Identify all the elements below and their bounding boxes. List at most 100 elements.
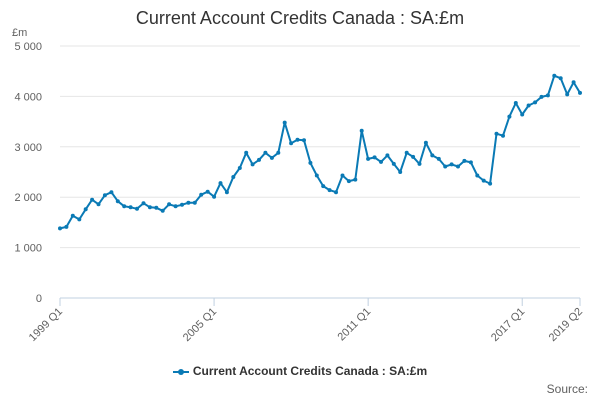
- data-point: [302, 138, 306, 143]
- data-point: [578, 90, 582, 95]
- data-point: [314, 173, 319, 178]
- data-point: [404, 150, 409, 155]
- data-point: [520, 112, 525, 117]
- data-point: [327, 188, 332, 193]
- data-point: [513, 101, 518, 105]
- data-point: [353, 177, 358, 182]
- data-point: [385, 153, 390, 158]
- y-axis-unit-label: £m: [12, 27, 28, 39]
- data-point: [552, 73, 557, 78]
- data-point: [186, 200, 191, 205]
- data-point: [295, 137, 300, 142]
- data-point: [372, 155, 377, 160]
- data-point: [411, 154, 416, 159]
- data-point: [481, 178, 486, 183]
- data-point: [359, 128, 364, 133]
- data-point: [135, 206, 139, 211]
- data-point: [443, 164, 448, 169]
- data-point: [154, 205, 159, 210]
- data-point: [423, 140, 428, 145]
- data-point: [334, 190, 338, 195]
- data-point: [173, 204, 178, 209]
- data-point: [70, 213, 75, 218]
- data-point: [379, 159, 383, 164]
- data-point: [244, 150, 249, 155]
- data-point: [501, 133, 505, 138]
- data-point: [231, 175, 236, 179]
- data-point: [366, 156, 371, 161]
- data-point: [257, 157, 261, 162]
- data-point: [96, 202, 101, 207]
- y-tick-label: 5 000: [14, 41, 42, 53]
- data-point: [64, 224, 69, 229]
- data-point: [417, 161, 422, 166]
- x-tick-label: 2017 Q1: [489, 306, 527, 344]
- data-point: [565, 92, 570, 97]
- data-point: [488, 181, 493, 186]
- data-point: [90, 197, 95, 202]
- data-point: [391, 161, 396, 166]
- source-label: Source:: [546, 382, 588, 396]
- series-line: [59, 74, 581, 230]
- data-point: [558, 76, 563, 81]
- data-point: [212, 194, 217, 199]
- data-point: [141, 201, 146, 206]
- data-point: [77, 217, 82, 222]
- data-point: [218, 181, 223, 186]
- data-point: [199, 192, 204, 197]
- data-point: [205, 189, 210, 194]
- data-point: [436, 156, 441, 161]
- data-point: [475, 173, 480, 178]
- legend[interactable]: Current Account Credits Canada : SA:£m: [0, 364, 600, 378]
- data-point: [571, 80, 576, 85]
- data-point: [430, 153, 435, 158]
- legend-series-marker: [172, 367, 189, 377]
- data-point: [167, 202, 172, 207]
- x-tick-label: 1999 Q1: [27, 306, 65, 344]
- data-point: [449, 162, 454, 167]
- y-tick-label: 1 000: [14, 243, 42, 255]
- data-point: [180, 202, 184, 207]
- data-point: [526, 103, 531, 108]
- y-tick-label: 4 000: [14, 91, 42, 103]
- data-point: [58, 226, 62, 231]
- x-tick-label: 2019 Q2: [547, 306, 585, 344]
- data-point: [282, 120, 287, 125]
- data-point: [269, 155, 274, 160]
- x-tick-label: 2011 Q1: [336, 306, 374, 344]
- data-point: [115, 199, 120, 204]
- data-point: [539, 94, 544, 99]
- data-point: [346, 179, 351, 184]
- data-point: [468, 160, 473, 165]
- data-point: [263, 150, 268, 155]
- data-point: [308, 160, 313, 165]
- chart-title: Current Account Credits Canada : SA:£m: [135, 8, 465, 28]
- legend-series-label: Current Account Credits Canada : SA:£m: [192, 364, 428, 378]
- data-point: [109, 190, 114, 195]
- y-tick-label: 0: [36, 293, 42, 305]
- y-tick-label: 3 000: [14, 142, 42, 154]
- data-point: [192, 200, 197, 205]
- data-point: [237, 166, 242, 170]
- data-point: [102, 193, 107, 198]
- data-point: [507, 114, 512, 119]
- data-point: [289, 141, 294, 146]
- data-point: [83, 207, 88, 212]
- data-point: [147, 205, 152, 210]
- data-point: [494, 131, 499, 136]
- data-point: [533, 100, 538, 105]
- data-point: [462, 158, 467, 163]
- data-point: [250, 162, 255, 167]
- data-point: [321, 184, 326, 189]
- data-point: [545, 93, 550, 98]
- data-point: [340, 173, 345, 178]
- x-tick-label: 2005 Q1: [181, 306, 219, 344]
- data-point: [122, 204, 127, 209]
- data-point: [224, 190, 229, 195]
- data-point: [128, 205, 133, 210]
- data-point: [160, 208, 165, 213]
- data-point: [276, 150, 281, 155]
- data-point: [398, 170, 403, 174]
- y-tick-label: 2 000: [14, 192, 42, 204]
